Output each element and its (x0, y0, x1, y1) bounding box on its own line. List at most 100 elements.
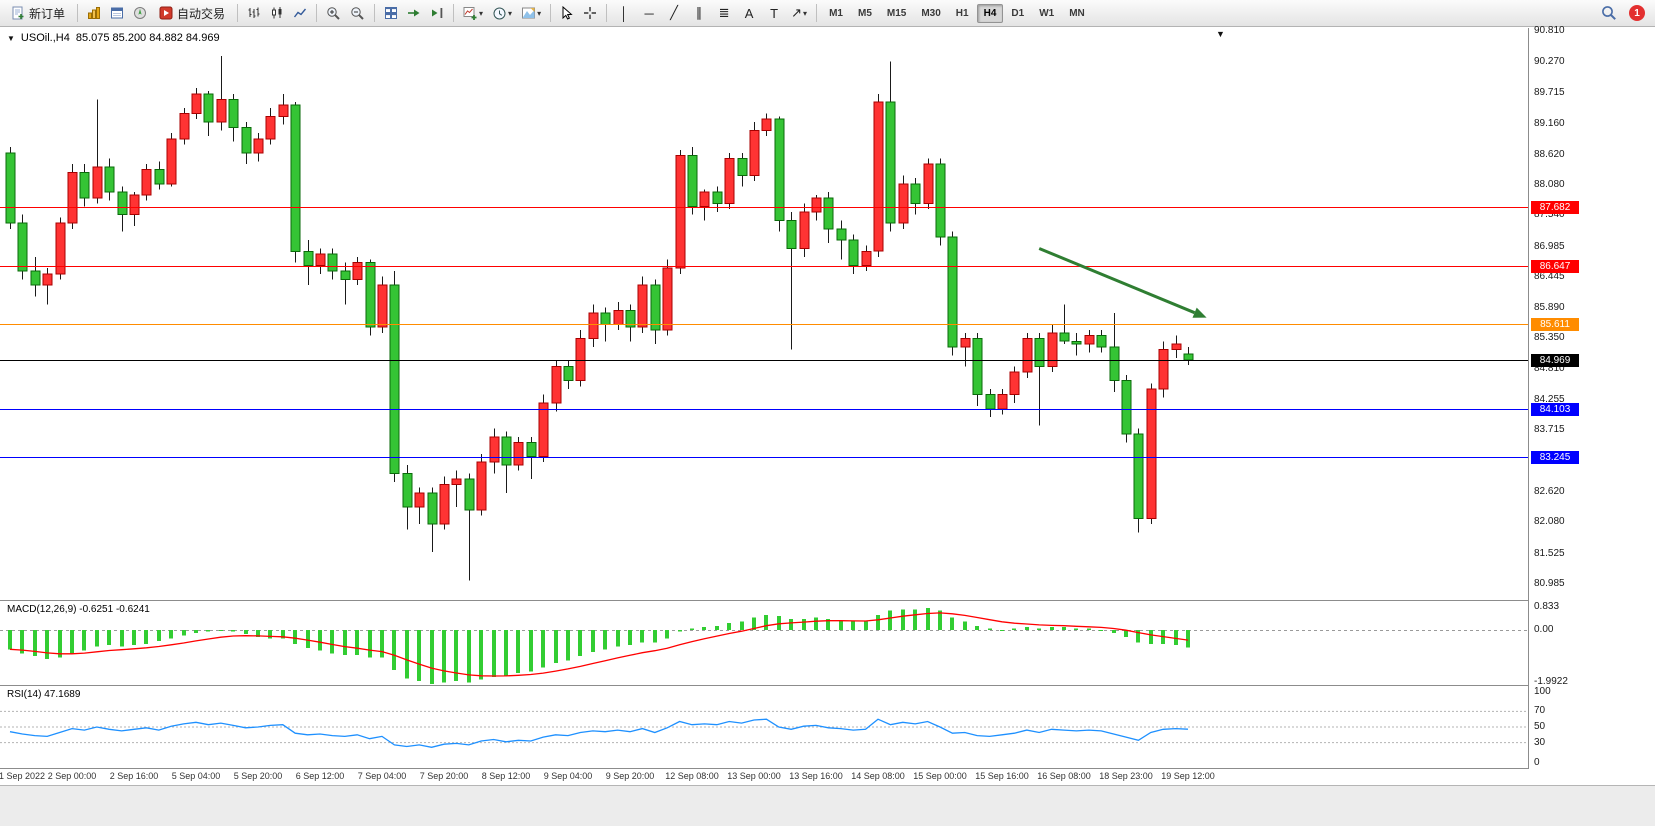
candles (5, 56, 1194, 581)
chart-header: ▼ USOil.,H4 85.075 85.200 84.882 84.969 (7, 32, 220, 44)
templates-button[interactable]: ▾ (517, 2, 545, 24)
timeframe-m15-button[interactable]: M15 (886, 7, 907, 19)
toolbar-separator (237, 4, 239, 22)
time-tick-label: 7 Sep 04:00 (357, 771, 407, 781)
fibonacci-tool-button[interactable]: ≣ (718, 5, 730, 20)
one-click-trading-toggle[interactable]: ▼ (7, 33, 15, 43)
chart-shift-marker[interactable]: ▼ (1216, 29, 1225, 39)
indicators-button[interactable]: ▾ (459, 2, 487, 24)
drawing-tools-group: │ ─ ╱ ∥ ≣ A T ↗ ▾ (612, 2, 811, 24)
zoom-in-button[interactable] (322, 2, 345, 24)
price-axis[interactable]: 90.810 90.270 89.715 89.160 88.620 88.080 87.5… (1529, 25, 1655, 769)
chart-shift-button[interactable] (426, 2, 448, 24)
equidistant-channel-tool-button[interactable]: ∥ (695, 5, 703, 20)
navigator-button[interactable] (129, 2, 151, 24)
price-tick-label: 90.270 (1534, 55, 1565, 67)
timeframe-h4-button[interactable]: H4 (976, 3, 1004, 23)
time-tick-label: 13 Sep 00:00 (727, 771, 781, 781)
trend-arrow-annotation[interactable] (1038, 247, 1207, 318)
zoom-out-button[interactable] (346, 2, 369, 24)
time-tick-label: 7 Sep 20:00 (419, 771, 469, 781)
market-watch-icon (88, 7, 101, 19)
price-tick-label: 90.810 (1534, 25, 1565, 37)
timeframe-m5-button[interactable]: M5 (857, 7, 872, 19)
time-tick-label: 19 Sep 12:00 (1161, 771, 1215, 781)
rsi-line (9, 718, 1189, 748)
rsi-panel-canvas[interactable] (0, 686, 1528, 768)
time-tick-label: 8 Sep 12:00 (481, 771, 531, 781)
periods-button[interactable]: ▾ (488, 2, 516, 24)
autotrading-button[interactable]: 自动交易 (152, 2, 232, 24)
price-level-tag: 87.682 (1531, 201, 1579, 215)
line-chart-icon (293, 8, 307, 18)
timeframe-mn-button[interactable]: MN (1069, 7, 1085, 19)
macd-indicator-label: MACD(12,26,9) -0.6251 -0.6241 (7, 604, 150, 615)
templates-icon (522, 7, 536, 18)
periods-icon (493, 7, 506, 19)
arrows-tool-button[interactable]: ↗ ▾ (791, 5, 808, 20)
crosshair-icon (584, 7, 597, 19)
price-tick-label: 87.540 (1534, 209, 1565, 221)
price-level-tag: 85.611 (1531, 317, 1579, 331)
time-tick-label: 9 Sep 04:00 (543, 771, 593, 781)
data-window-button[interactable] (106, 2, 128, 24)
price-tick-label: 88.620 (1534, 148, 1565, 160)
timeframe-m1-button[interactable]: M1 (829, 7, 843, 19)
toolbar-separator (453, 4, 455, 22)
trendline-tool-button[interactable]: ╱ (670, 5, 678, 20)
autotrading-label: 自动交易 (177, 6, 226, 21)
line-chart-button[interactable] (289, 2, 311, 24)
toolbar-separator (606, 4, 608, 22)
candlestick-button[interactable] (266, 2, 288, 24)
price-tick-label: 89.715 (1534, 86, 1565, 98)
rsi-tick-label: 50 (1534, 721, 1546, 732)
timeframe-group: M1 M5 M15 M30 H1 H4 D1 W1 MN (822, 3, 1092, 23)
main-chart-canvas[interactable] (0, 28, 1528, 600)
crosshair-tool-button[interactable] (579, 2, 601, 24)
timeframe-w1-button[interactable]: W1 (1039, 7, 1055, 19)
arrows-dropdown-caret[interactable]: ▾ (803, 8, 808, 18)
navigator-icon (134, 7, 147, 19)
vertical-line-tool-button[interactable]: │ (620, 5, 629, 21)
time-tick-label: 5 Sep 04:00 (171, 771, 221, 781)
macd-panel-canvas[interactable] (0, 601, 1528, 685)
symbol-period-label: USOil.,H4 (20, 32, 70, 44)
search-button[interactable] (1597, 2, 1621, 24)
price-tick-label: 84.810 (1534, 362, 1565, 374)
timeframe-d1-button[interactable]: D1 (1011, 7, 1025, 19)
time-axis[interactable]: 1 Sep 2022 2 Sep 00:00 2 Sep 16:00 5 Sep 04… (0, 769, 1655, 784)
panel-separator[interactable] (0, 600, 1655, 601)
bar-chart-button[interactable] (243, 2, 265, 24)
new-order-button[interactable]: 新订单 (4, 2, 72, 24)
price-tick-label: 82.620 (1534, 486, 1565, 497)
auto-scroll-button[interactable] (403, 2, 425, 24)
cursor-tool-button[interactable] (556, 2, 578, 24)
timeframe-h1-button[interactable]: H1 (955, 7, 969, 19)
indicators-dropdown-caret[interactable]: ▾ (479, 8, 484, 18)
price-tick-label: 84.255 (1534, 394, 1565, 406)
tile-windows-button[interactable] (380, 2, 402, 24)
time-tick-label: 9 Sep 20:00 (605, 771, 655, 781)
price-tick-label: 86.985 (1534, 240, 1565, 252)
macd-tick-label: 0.00 (1534, 624, 1554, 635)
periods-dropdown-caret[interactable]: ▾ (508, 8, 513, 18)
timeframe-m30-button[interactable]: M30 (921, 7, 941, 19)
panel-separator[interactable] (0, 685, 1655, 686)
horizontal-line-tool-button[interactable]: ─ (644, 5, 654, 21)
price-level-tag: 86.647 (1531, 259, 1579, 273)
time-tick-label: 5 Sep 20:00 (233, 771, 283, 781)
price-tick-label: 89.160 (1534, 118, 1565, 130)
market-watch-button[interactable] (83, 2, 105, 24)
text-label-tool-button[interactable]: T (770, 5, 779, 21)
cursor-icon (562, 6, 573, 20)
templates-dropdown-caret[interactable]: ▾ (537, 8, 542, 18)
time-tick-label: 18 Sep 23:00 (1099, 771, 1153, 781)
data-window-icon (111, 7, 124, 19)
price-tick-label: 80.985 (1534, 577, 1565, 589)
chart-window[interactable]: 90.810 90.270 89.715 89.160 88.620 88.080 87.5… (0, 25, 1655, 826)
new-order-icon (12, 6, 24, 20)
notification-badge[interactable]: 1 (1629, 5, 1645, 21)
text-tool-button[interactable]: A (744, 5, 754, 21)
panel-separator[interactable] (0, 768, 1655, 769)
toolbar-separator (316, 4, 318, 22)
